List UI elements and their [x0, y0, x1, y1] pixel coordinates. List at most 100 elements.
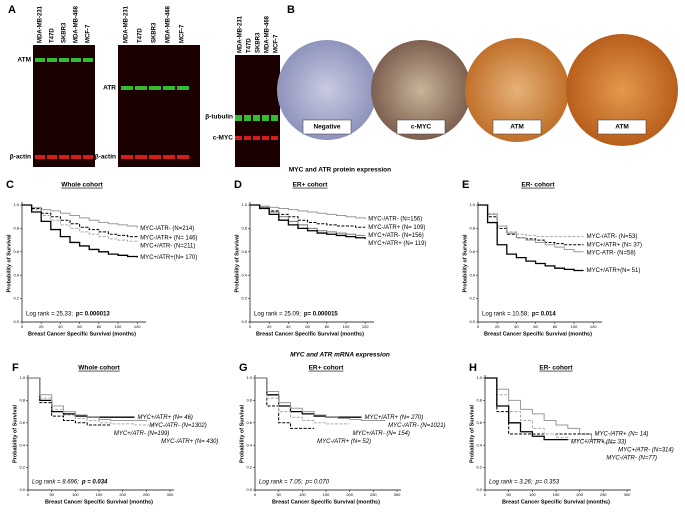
series-label: MYC+/ATR- (N=156)	[368, 233, 424, 239]
x-tick-label: 100	[529, 492, 536, 497]
blot-band	[71, 58, 81, 62]
x-axis-title: Breast Cancer Specific Survival (months)	[484, 331, 592, 337]
y-tick-label: 0.0	[469, 319, 475, 324]
blot-band	[149, 155, 161, 159]
series-label: MYC-/ATR- (N=77)	[606, 456, 657, 462]
section-caption: MYC and ATR mRNA expression	[290, 352, 390, 359]
y-tick-label: 0.2	[13, 296, 19, 301]
blot-band	[83, 155, 93, 159]
ihc-label: Negative	[313, 124, 340, 131]
y-tick-label: 0.6	[241, 249, 247, 254]
band-label: β-actin	[95, 154, 116, 161]
x-tick-label: 0	[254, 492, 257, 497]
lane-label: MDA-MB-231	[124, 5, 130, 43]
y-tick-label: 1.0	[241, 202, 247, 207]
series-label: MYC+/ATR+ (N= 37)	[587, 242, 642, 248]
x-tick-label: 40	[286, 324, 291, 329]
y-tick-label: 1.0	[469, 202, 475, 207]
ihc-label-box	[492, 119, 542, 135]
x-tick-label: 300	[167, 492, 174, 497]
log-rank: Log rank = 3.26;	[489, 480, 533, 486]
panel-letter: G	[239, 362, 248, 374]
blot-band	[177, 155, 189, 159]
chart-title: Whole cohort	[61, 182, 103, 189]
lane-label: MDA-MB-468	[265, 15, 271, 53]
blot-band	[271, 115, 278, 121]
x-tick-label: 0	[21, 324, 24, 329]
survival-curve	[22, 204, 138, 238]
y-tick-label: 0.0	[241, 319, 247, 324]
survival-curve	[478, 204, 584, 246]
blot-band	[253, 136, 260, 140]
series-label: MYC+/ATR- (N=314)	[618, 448, 674, 454]
survival-curve	[485, 377, 616, 444]
survival-curve	[250, 204, 366, 239]
log-rank: Log rank = 10.58;	[482, 312, 529, 318]
y-tick-label: 0.2	[246, 465, 252, 470]
y-tick-label: 0.4	[246, 442, 252, 447]
lane-label: MDA-MB-231	[238, 15, 244, 53]
y-tick-label: 0.8	[19, 397, 25, 402]
series-label: MYC-/ATR- (N=214)	[140, 226, 194, 232]
y-tick-label: 0.8	[13, 225, 19, 230]
x-tick-label: 0	[249, 324, 252, 329]
panel-letter: B	[287, 4, 295, 16]
panel-letter: F	[12, 362, 19, 374]
x-tick-label: 60	[533, 324, 538, 329]
x-tick-label: 80	[97, 324, 102, 329]
survival-curve	[478, 204, 584, 253]
blot-band	[163, 155, 175, 159]
panel-letter: D	[234, 179, 242, 191]
ihc-label-box	[302, 119, 352, 135]
y-tick-label: 1.0	[246, 375, 252, 380]
p-value: p= 0.070	[305, 480, 330, 486]
blot-band	[177, 86, 189, 90]
survival-curve	[255, 377, 350, 425]
x-tick-label: 200	[346, 492, 353, 497]
y-tick-label: 0.6	[19, 420, 25, 425]
blot-band	[121, 155, 133, 159]
series-label: MYC+/ATR+ (N= 119)	[368, 241, 426, 247]
blot-band	[163, 86, 175, 90]
ihc-label: ATM	[615, 124, 629, 131]
section-caption: MYC and ATR protein expression	[289, 167, 391, 174]
y-tick-label: 0.2	[19, 465, 25, 470]
series-label: MYC-/ATR+ (N= 52)	[317, 439, 371, 445]
panel-letter: C	[6, 179, 14, 191]
x-tick-label: 100	[115, 324, 122, 329]
x-tick-label: 80	[325, 324, 330, 329]
blot-image	[118, 45, 200, 167]
y-tick-label: 0.0	[246, 487, 252, 492]
x-tick-label: 150	[323, 492, 330, 497]
blot-band	[235, 115, 242, 121]
band-label: c-MYC	[213, 135, 234, 142]
x-tick-label: 250	[600, 492, 607, 497]
y-tick-label: 0.6	[13, 249, 19, 254]
ihc-label: ATM	[510, 124, 524, 131]
y-tick-label: 0.6	[476, 420, 482, 425]
survival-curve	[255, 377, 315, 429]
blot-band	[262, 136, 269, 140]
series-label: MYC-/ATR- (N=1021)	[388, 423, 445, 429]
blot-image	[33, 45, 95, 167]
log-rank: Log rank = 25.33;	[26, 312, 73, 318]
x-tick-label: 120	[590, 324, 597, 329]
y-axis-title: Probability of Survival	[234, 234, 240, 293]
y-tick-label: 0.6	[246, 420, 252, 425]
band-label: β-tubulin	[205, 114, 233, 121]
x-axis-title: Breast Cancer Specific Survival (months)	[45, 499, 153, 505]
series-label: MYC+/ATR+ (N= 33)	[571, 440, 626, 446]
ihc-core	[277, 40, 377, 140]
x-tick-label: 100	[343, 324, 350, 329]
blot-band	[35, 155, 45, 159]
blot-band	[271, 136, 278, 140]
y-axis-title: Probability of Survival	[6, 234, 12, 293]
y-tick-label: 0.2	[241, 296, 247, 301]
blot-band	[121, 86, 133, 90]
ihc-core	[371, 40, 471, 140]
log-rank: Log rank = 7.05;	[259, 480, 303, 486]
series-label: MYC-/ATR+ (N= 109)	[368, 225, 425, 231]
series-label: MYC-/ATR+ (N= 14)	[595, 432, 649, 438]
series-label: MYC-/ATR- (N=156)	[368, 217, 422, 223]
x-tick-label: 250	[143, 492, 150, 497]
